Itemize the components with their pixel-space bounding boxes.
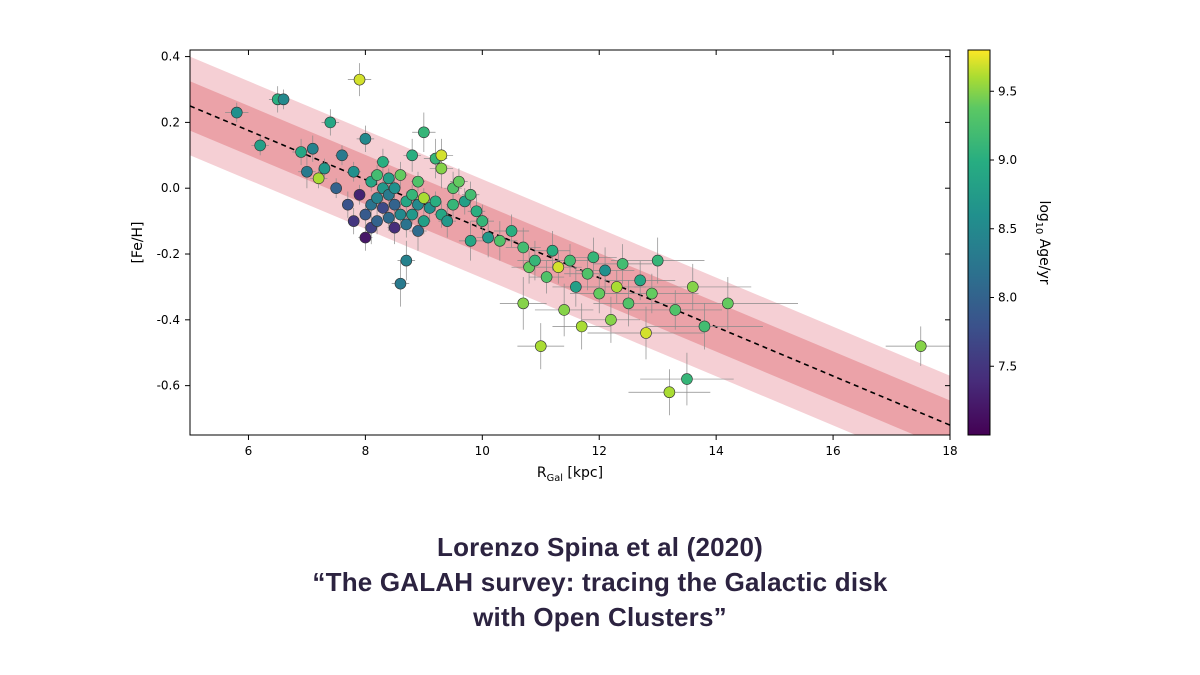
caption-line-3: with Open Clusters” <box>0 600 1200 635</box>
svg-text:18: 18 <box>942 444 957 458</box>
svg-text:8.0: 8.0 <box>998 291 1017 305</box>
svg-text:6: 6 <box>245 444 253 458</box>
svg-text:-0.6: -0.6 <box>157 379 180 393</box>
scatter-chart: 6 8 10 12 14 16 18 -0.6 -0.4 -0.2 0.0 0.2 0.4 RGal [k… <box>120 40 1080 490</box>
svg-text:14: 14 <box>709 444 724 458</box>
svg-text:-0.4: -0.4 <box>157 313 180 327</box>
svg-text:12: 12 <box>592 444 607 458</box>
caption-line-2: “The GALAH survey: tracing the Galactic … <box>0 565 1200 600</box>
svg-text:9.0: 9.0 <box>998 153 1017 167</box>
svg-text:RGal [kpc]: RGal [kpc] <box>537 465 603 484</box>
svg-text:-0.2: -0.2 <box>157 247 180 261</box>
svg-text:0.0: 0.0 <box>161 181 180 195</box>
svg-text:10: 10 <box>475 444 490 458</box>
svg-text:[Fe/H]: [Fe/H] <box>130 221 146 263</box>
svg-text:log10 Age/yr: log10 Age/yr <box>1033 200 1052 284</box>
svg-text:8.5: 8.5 <box>998 222 1017 236</box>
svg-text:8: 8 <box>362 444 370 458</box>
svg-text:9.5: 9.5 <box>998 84 1017 98</box>
svg-text:0.2: 0.2 <box>161 115 180 129</box>
svg-text:16: 16 <box>825 444 840 458</box>
svg-text:0.4: 0.4 <box>161 50 180 64</box>
svg-text:7.5: 7.5 <box>998 359 1017 373</box>
figure-caption: Lorenzo Spina et al (2020) “The GALAH su… <box>0 530 1200 635</box>
chart-container: 6 8 10 12 14 16 18 -0.6 -0.4 -0.2 0.0 0.2 0.4 RGal [k… <box>120 40 1080 490</box>
caption-line-1: Lorenzo Spina et al (2020) <box>0 530 1200 565</box>
